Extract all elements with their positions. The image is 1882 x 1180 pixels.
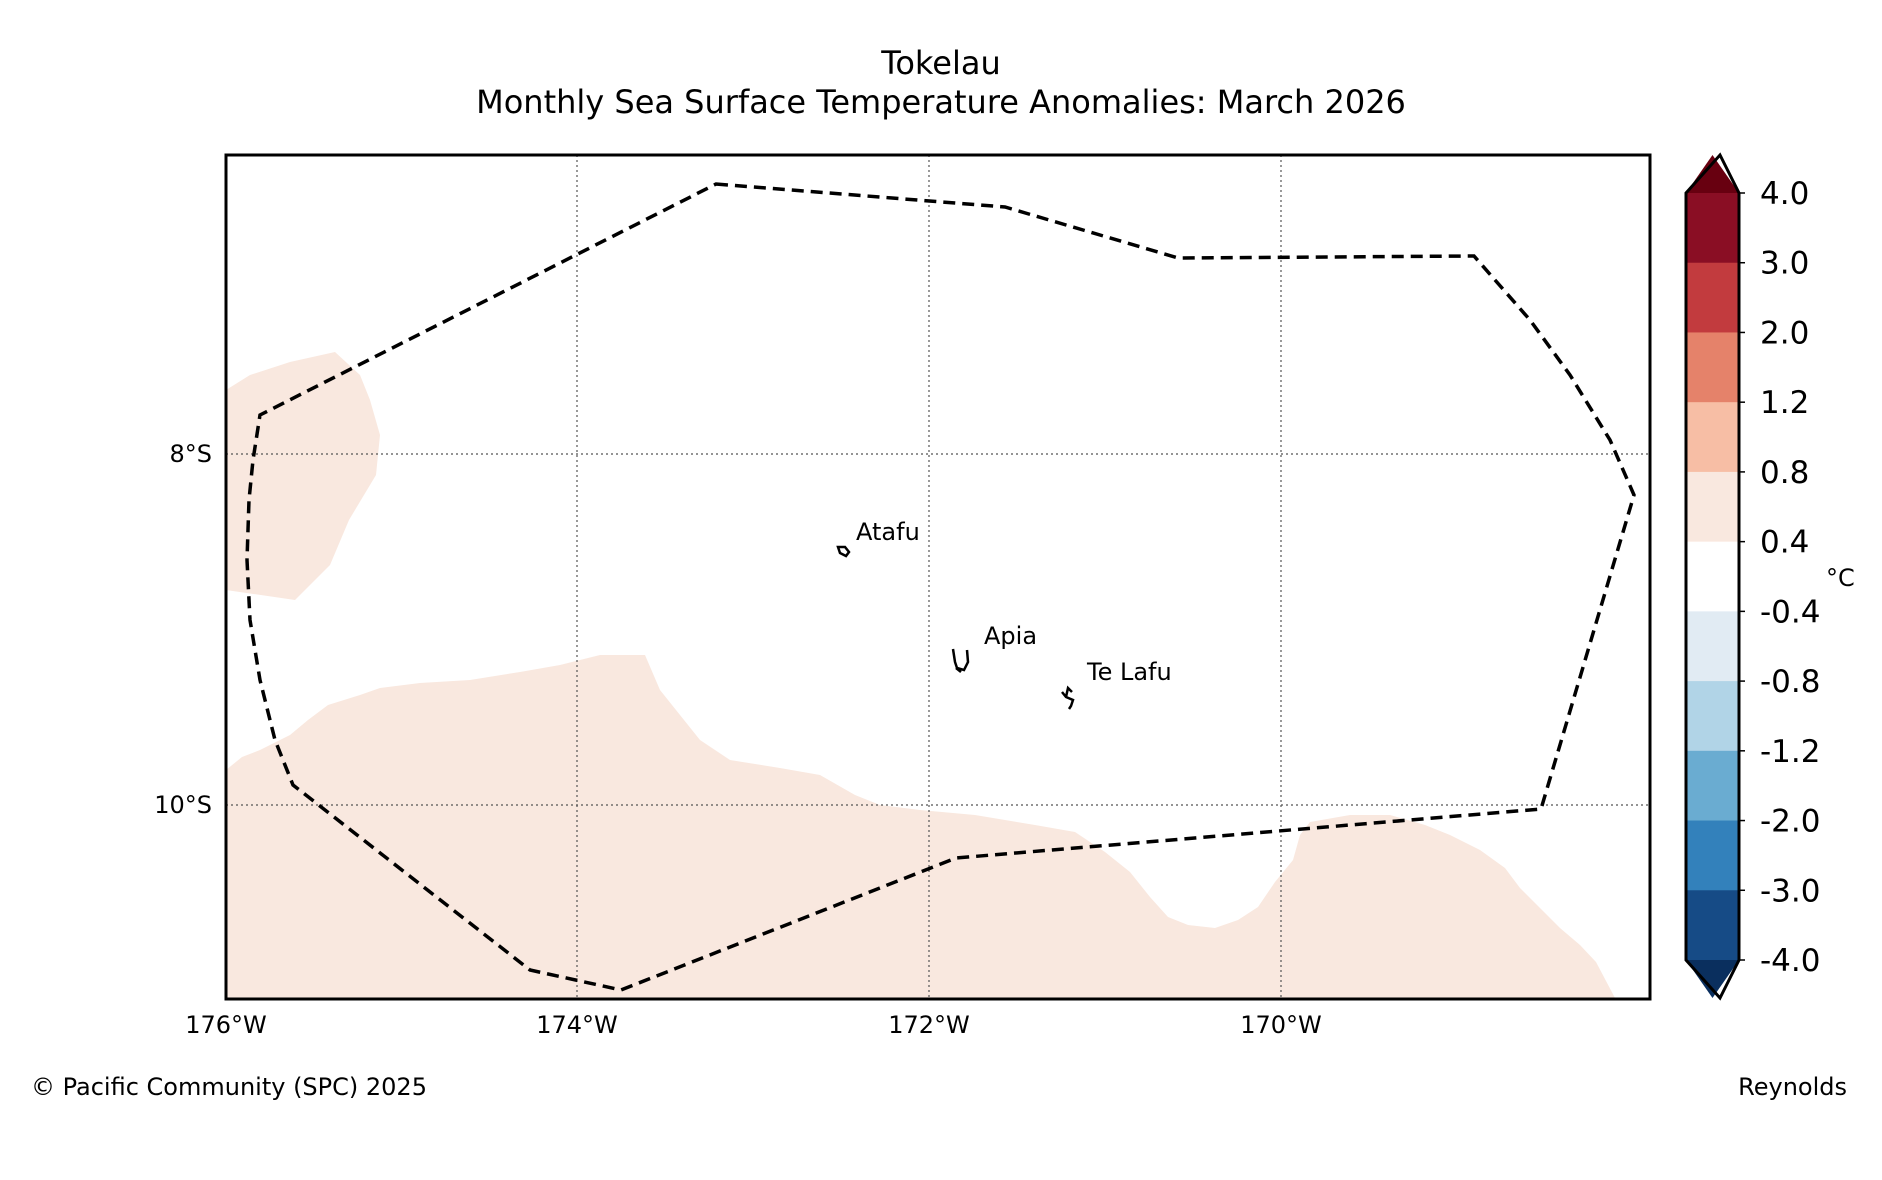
colorbar-band [1686,890,1739,961]
colorbar-tick-label: 2.0 [1760,315,1809,351]
islands [836,545,1075,710]
colorbar-tick-label: -0.4 [1760,594,1821,630]
x-tick-label: 174°W [536,1011,618,1039]
island-te-lafu [1061,685,1075,710]
x-tick-label: 176°W [185,1011,267,1039]
colorbar-band [1686,193,1739,264]
island-atafu [836,545,851,558]
map-title: Tokelau [881,44,1001,82]
place-label-te-lafu: Te Lafu [1086,658,1172,686]
map-frame [224,153,1652,1001]
anomaly-region-south [226,655,1650,999]
colorbar-band [1686,332,1739,403]
colorbar-extend-min [1686,960,1739,998]
colorbar-tick-label: 0.4 [1760,525,1809,561]
colorbar-band [1686,262,1739,334]
colorbar-extend-max [1686,155,1739,193]
colorbar-tick-label: 3.0 [1760,246,1809,282]
colorbar-tick-label: 1.2 [1760,385,1809,421]
colorbar-tick-label: -4.0 [1760,943,1821,979]
colorbar-band [1686,471,1739,543]
colorbar-tick-label: -1.2 [1760,734,1821,770]
y-tick-label: 10°S [154,791,212,819]
colorbar: 4.0 3.0 2.0 1.2 0.8 0.4 -0.4 -0.8 -1.2 -2.0 -3.0 -4… [1684,152,1855,1001]
place-label-apia: Apia [984,622,1037,650]
colorbar-band [1686,681,1739,752]
x-tick-label: 170°W [1240,1011,1322,1039]
colorbar-unit-label: °C [1826,564,1855,592]
copyright-text: © Pacific Community (SPC) 2025 [31,1073,427,1101]
map-subtitle: Monthly Sea Surface Temperature Anomalie… [476,83,1406,121]
data-source-label: Reynolds [1738,1073,1847,1101]
colorbar-tick-label: -3.0 [1760,873,1821,909]
colorbar-tick-label: 0.8 [1760,455,1809,491]
colorbar-tick-label: -0.8 [1760,664,1821,700]
y-tick-label: 8°S [169,440,212,468]
colorbar-tick-label: -2.0 [1760,804,1821,840]
place-label-atafu: Atafu [856,518,920,546]
colorbar-band [1686,541,1739,612]
colorbar-band [1686,611,1739,682]
island-apia [951,648,970,673]
colorbar-band [1686,402,1739,473]
colorbar-band [1686,820,1739,891]
colorbar-tick-label: 4.0 [1760,176,1809,212]
colorbar-band [1686,750,1739,822]
graticule [226,155,1650,999]
x-tick-label: 172°W [888,1011,970,1039]
